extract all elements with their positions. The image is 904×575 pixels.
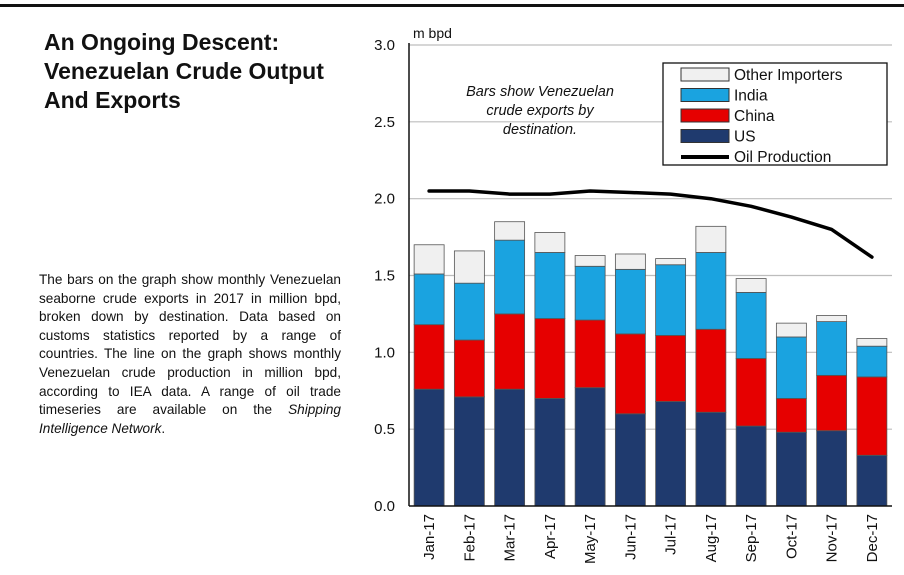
x-tick-label: Jul-17 [663, 514, 680, 555]
bar-china-jul-17 [655, 335, 687, 402]
annotation-line: Bars show Venezuelan [466, 84, 614, 100]
annotation-line: destination. [503, 122, 577, 138]
x-tick-label: Dec-17 [864, 514, 881, 562]
legend-swatch-india [680, 88, 730, 102]
x-tick-label: Apr-17 [542, 514, 559, 559]
bar-india-jan-17 [413, 273, 445, 326]
x-tick-label: Aug-17 [703, 514, 720, 562]
x-tick-label: May-17 [582, 514, 599, 564]
bar-china-jun-17 [614, 333, 646, 415]
y-tick-label: 2.0 [374, 191, 395, 208]
bar-us-may-17 [574, 387, 606, 507]
bar-india-oct-17 [775, 336, 807, 399]
bar-india-aug-17 [695, 252, 727, 330]
legend-swatch-china [680, 108, 730, 123]
bar-india-dec-17 [856, 345, 888, 378]
bar-us-nov-17 [816, 430, 848, 507]
bar-other-importers-nov-17 [816, 315, 848, 323]
legend-swatch-other-importers [680, 67, 730, 82]
bar-china-oct-17 [775, 398, 807, 433]
bar-china-feb-17 [453, 339, 485, 398]
description-end: . [161, 420, 166, 436]
bar-india-may-17 [574, 265, 606, 321]
legend-label: US [734, 129, 756, 146]
bar-china-dec-17 [856, 376, 888, 456]
bar-us-mar-17 [494, 388, 526, 507]
axes: 0.0 0.5 1.0 1.5 2.0 2.5 3.0 Jan-17 Feb-17 Mar-17 A… [374, 37, 892, 564]
bar-india-nov-17 [816, 321, 848, 376]
bar-china-apr-17 [534, 318, 566, 399]
bar-other-importers-sep-17 [735, 278, 767, 293]
bar-other-importers-may-17 [574, 255, 606, 267]
y-unit-label: m bpd [413, 25, 452, 41]
gridlines [409, 44, 892, 430]
description-text: The bars on the graph show monthly Venez… [39, 272, 341, 418]
stacked-bars [413, 221, 888, 507]
production-line-layer [427, 189, 874, 259]
legend-label: India [734, 88, 768, 105]
annotation-line: crude exports by [486, 103, 594, 119]
x-tick-label: Feb-17 [461, 514, 478, 562]
bar-us-oct-17 [775, 431, 807, 507]
bar-other-importers-jun-17 [614, 253, 646, 270]
legend-label: Other Importers [734, 67, 843, 84]
oil-production-line [427, 189, 874, 259]
legend: Other Importers India China US Oil Productio… [662, 62, 888, 166]
bar-other-importers-aug-17 [695, 225, 727, 253]
x-tick-label: Jun-17 [622, 514, 639, 560]
bar-us-jul-17 [655, 401, 687, 507]
bar-other-importers-jan-17 [413, 244, 445, 275]
bar-other-importers-feb-17 [453, 250, 485, 284]
bar-india-mar-17 [494, 239, 526, 315]
bar-us-jun-17 [614, 413, 646, 507]
bar-other-importers-oct-17 [775, 322, 807, 338]
bar-china-jan-17 [413, 324, 445, 390]
bar-other-importers-jul-17 [655, 258, 687, 266]
y-tick-label: 0.0 [374, 498, 395, 515]
bar-us-apr-17 [534, 398, 566, 507]
chart-description: The bars on the graph show monthly Venez… [39, 271, 341, 438]
y-tick-label: 1.5 [374, 268, 395, 285]
bar-china-may-17 [574, 319, 606, 389]
bar-other-importers-dec-17 [856, 338, 888, 347]
y-tick-label: 1.0 [374, 344, 395, 361]
x-tick-label: Oct-17 [783, 514, 800, 559]
bar-us-sep-17 [735, 425, 767, 507]
bar-other-importers-apr-17 [534, 232, 566, 253]
source-name: Shipping Intelligence Network [39, 402, 341, 436]
bar-china-nov-17 [816, 374, 848, 432]
bar-india-jun-17 [614, 268, 646, 335]
bar-us-dec-17 [856, 454, 888, 507]
bar-china-mar-17 [494, 313, 526, 390]
legend-label: Oil Production [734, 149, 831, 166]
bar-china-sep-17 [735, 358, 767, 427]
y-tick-label: 0.5 [374, 421, 395, 438]
legend-swatch-us [680, 129, 730, 143]
bar-china-aug-17 [695, 328, 727, 413]
chart-title: An Ongoing Descent: Venezuelan Crude Out… [44, 29, 324, 113]
bar-other-importers-mar-17 [494, 221, 526, 241]
bar-india-feb-17 [453, 282, 485, 341]
x-tick-label: Jan-17 [421, 514, 438, 560]
y-tick-label: 3.0 [374, 37, 395, 54]
x-tick-label: Mar-17 [502, 514, 519, 562]
bar-india-sep-17 [735, 292, 767, 359]
x-tick-label: Sep-17 [743, 514, 760, 562]
bar-us-aug-17 [695, 411, 727, 507]
bar-us-jan-17 [413, 388, 445, 507]
x-tick-label: Nov-17 [824, 514, 841, 562]
top-rule [0, 4, 904, 7]
bar-india-apr-17 [534, 252, 566, 319]
chart-annotation: Bars show Venezuelan crude exports by dest… [466, 84, 614, 138]
legend-label: China [734, 108, 775, 125]
bar-india-jul-17 [655, 264, 687, 336]
y-tick-label: 2.5 [374, 114, 395, 131]
bar-us-feb-17 [453, 396, 485, 507]
